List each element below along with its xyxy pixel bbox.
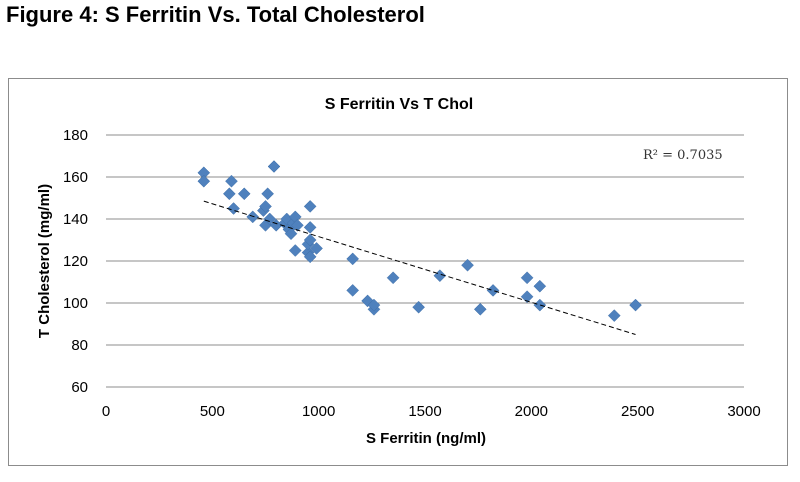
y-tick-label: 180 [63, 127, 88, 144]
data-point [346, 284, 360, 297]
data-point [225, 174, 238, 188]
x-tick-label: 500 [200, 403, 225, 420]
data-point [412, 300, 425, 314]
y-tick-label: 120 [63, 253, 88, 270]
y-tick-label: 60 [71, 379, 88, 396]
x-tick-label: 0 [102, 403, 110, 420]
data-point [259, 200, 272, 213]
x-tick-label: 2500 [621, 403, 654, 420]
data-point [367, 298, 381, 312]
data-point [303, 200, 317, 213]
data-point [303, 250, 317, 264]
data-point [486, 284, 500, 297]
scatter-chart: 0 500 1000 1500 2000 2500 3000 60 80 100 120 140 16… [36, 96, 761, 447]
data-point [629, 298, 642, 312]
data-point [386, 271, 400, 285]
x-tick-label: 1000 [302, 403, 335, 420]
data-point [261, 187, 274, 201]
data-point [303, 233, 317, 247]
data-point [197, 174, 211, 188]
data-point [461, 258, 474, 272]
data-point [246, 210, 260, 224]
x-tick-labels: 0 500 1000 1500 2000 2500 3000 [102, 403, 761, 420]
data-point [284, 227, 298, 241]
figure-title: Figure 4: S Ferritin Vs. Total Cholester… [6, 2, 425, 27]
data-point [533, 298, 547, 312]
data-points [197, 160, 642, 322]
x-axis-title: S Ferritin (ng/ml) [366, 430, 486, 447]
y-tick-label: 160 [63, 169, 88, 186]
data-point [237, 187, 251, 201]
chart-title: S Ferritin Vs T Chol [325, 96, 473, 113]
y-tick-label: 140 [63, 211, 88, 228]
gridlines [106, 134, 744, 388]
data-point [227, 202, 240, 215]
x-tick-label: 2000 [515, 403, 548, 420]
y-tick-label: 80 [71, 337, 88, 354]
data-point [291, 218, 304, 232]
data-point [346, 252, 360, 266]
trendline [203, 200, 636, 335]
data-point [520, 290, 534, 304]
data-point [288, 244, 302, 257]
data-point [607, 309, 621, 322]
y-axis-title: T Cholesterol (mg/ml) [36, 184, 53, 338]
x-tick-label: 1500 [408, 403, 441, 420]
y-tick-label: 100 [63, 295, 88, 312]
data-point [520, 271, 534, 285]
x-tick-label: 3000 [727, 403, 760, 420]
chart-frame: 0 500 1000 1500 2000 2500 3000 60 80 100 120 140 16… [8, 78, 788, 466]
data-point [533, 279, 547, 293]
data-point [303, 221, 317, 234]
data-point [267, 160, 281, 173]
r-squared-annotation: R² = 0.7035 [643, 148, 723, 163]
data-point [310, 242, 323, 255]
y-tick-labels: 60 80 100 120 140 160 180 [63, 127, 88, 396]
data-point [222, 187, 236, 201]
data-point [473, 302, 487, 316]
